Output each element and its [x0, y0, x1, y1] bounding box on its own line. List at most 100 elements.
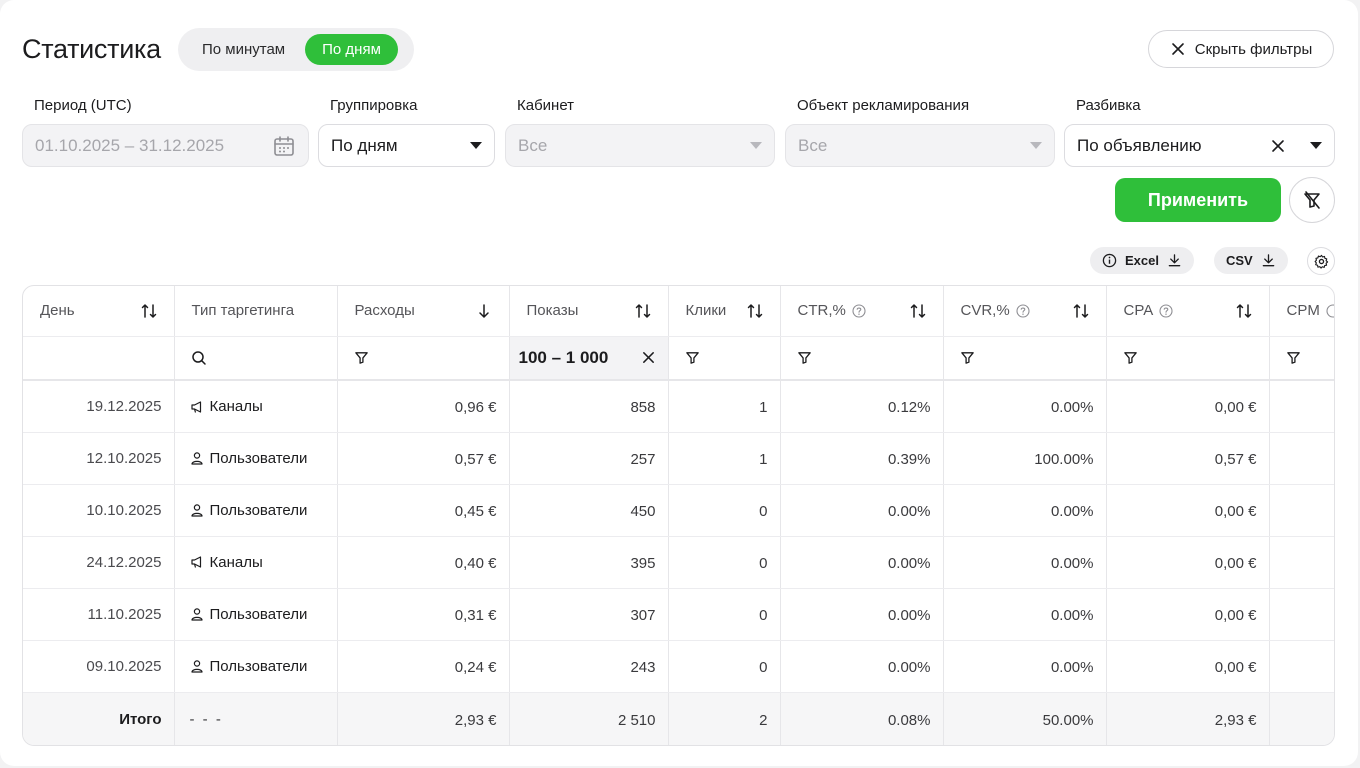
col-label-spend: Расходы	[354, 302, 415, 320]
close-icon	[1171, 43, 1184, 55]
sort-icon[interactable]	[634, 302, 652, 320]
filter-cell-spend[interactable]	[337, 336, 510, 381]
user-icon	[190, 607, 204, 621]
col-header-clicks[interactable]: Клики	[668, 286, 781, 337]
filter-cell-clicks[interactable]	[668, 336, 781, 381]
filter-cell-cpm[interactable]	[1269, 336, 1334, 381]
filter-off-icon	[1304, 191, 1320, 209]
cell-spend: 0,57 €	[337, 432, 510, 485]
cell-impressions: 257	[509, 432, 669, 485]
cell-ctr: 0.39%	[780, 432, 944, 485]
sort-icon[interactable]	[1072, 302, 1090, 320]
cell-day: 12.10.2025	[23, 432, 175, 485]
cell-day: 10.10.2025	[23, 484, 175, 537]
col-header-day[interactable]: День	[23, 286, 175, 337]
filter-icon[interactable]	[685, 350, 700, 365]
export-excel-button[interactable]: Excel	[1090, 247, 1194, 274]
col-header-ctr[interactable]: CTR,%	[780, 286, 944, 337]
col-header-targeting[interactable]: Тип таргетинга	[174, 286, 338, 337]
cell-ctr: 0.12%	[780, 380, 944, 433]
arrow-down-icon[interactable]	[475, 302, 493, 320]
mode-switch: По минутам По дням	[178, 28, 414, 71]
cell-cpa: 0,00 €	[1106, 640, 1270, 693]
total-ctr: 0.08%	[780, 692, 944, 745]
cell-cpm	[1269, 536, 1334, 589]
cabinet-select[interactable]: Все	[505, 124, 775, 167]
breakdown-select[interactable]: По объявлению	[1064, 124, 1335, 167]
stats-table: День Тип таргетинга Расходы Показы Клики…	[22, 285, 1335, 746]
col-header-impressions[interactable]: Показы	[509, 286, 669, 337]
filter-cell-cvr[interactable]	[943, 336, 1107, 381]
col-header-cpm[interactable]: CPM	[1269, 286, 1335, 337]
total-cvr: 50.00%	[943, 692, 1107, 745]
help-icon[interactable]	[1159, 304, 1173, 318]
period-filter: Период (UTC) 01.10.2025 – 31.12.2025	[22, 96, 309, 167]
table-row[interactable]: 12.10.2025 Пользователи 0,57 €257 1 0.39% 100…	[23, 432, 1334, 485]
filter-icon[interactable]	[354, 350, 369, 365]
clear-icon[interactable]	[1270, 138, 1286, 154]
col-header-cvr[interactable]: CVR,%	[943, 286, 1107, 337]
cabinet-value: Все	[518, 135, 548, 155]
filter-icon[interactable]	[1123, 350, 1138, 365]
table-row[interactable]: 24.12.2025 Каналы 0,40 €395 0 0.00% 0.00% 0,00…	[23, 536, 1334, 589]
help-icon[interactable]	[1326, 304, 1335, 318]
ad-object-label: Объект рекламирования	[797, 97, 970, 114]
apply-button[interactable]: Применить	[1115, 178, 1281, 222]
table-settings-button[interactable]	[1307, 247, 1335, 275]
table-row[interactable]: 10.10.2025 Пользователи 0,45 €450 0 0.00% 0.0…	[23, 484, 1334, 537]
table-row[interactable]: 19.12.2025 Каналы 0,96 €858 1 0.12% 0.00% 0,00…	[23, 380, 1334, 433]
filter-icon[interactable]	[797, 350, 812, 365]
period-field[interactable]: 01.10.2025 – 31.12.2025	[22, 124, 309, 167]
reset-filters-button[interactable]	[1289, 177, 1335, 223]
cell-ctr: 0.00%	[780, 536, 944, 589]
grouping-select[interactable]: По дням	[318, 124, 495, 167]
total-cpm	[1269, 692, 1334, 745]
ad-object-value: Все	[798, 135, 828, 155]
search-icon[interactable]	[191, 350, 207, 366]
chevron-down-icon[interactable]	[1310, 142, 1322, 149]
export-csv-button[interactable]: CSV	[1214, 247, 1288, 274]
download-icon	[1168, 254, 1181, 267]
cell-cpa: 0,00 €	[1106, 588, 1270, 641]
filter-icon[interactable]	[960, 350, 975, 365]
gear-icon	[1314, 254, 1328, 269]
total-cpa: 2,93 €	[1106, 692, 1270, 745]
cell-clicks: 0	[668, 536, 781, 589]
hide-filters-button[interactable]: Скрыть фильтры	[1148, 30, 1334, 68]
sort-icon[interactable]	[1235, 302, 1253, 320]
close-icon[interactable]	[641, 350, 656, 365]
filter-cell-targeting[interactable]	[174, 336, 338, 381]
targeting-label: Каналы	[209, 553, 263, 571]
targeting-label: Пользователи	[209, 449, 308, 467]
col-label-ctr: CTR,%	[797, 302, 846, 320]
total-clicks: 2	[668, 692, 781, 745]
cell-cpm	[1269, 380, 1334, 433]
period-value: 01.10.2025 – 31.12.2025	[35, 135, 225, 155]
cell-cvr: 0.00%	[943, 380, 1107, 433]
mode-by-days[interactable]: По дням	[305, 34, 398, 65]
sort-icon[interactable]	[746, 302, 764, 320]
calendar-icon[interactable]	[272, 134, 296, 158]
cell-targeting: Каналы	[174, 536, 338, 589]
total-row: Итого - - -2,93 €2 510 2 0.08% 50.00% 2,93 €	[23, 692, 1334, 745]
filter-icon[interactable]	[1286, 350, 1301, 365]
col-label-targeting: Тип таргетинга	[191, 302, 295, 320]
col-header-cpa[interactable]: CPA	[1106, 286, 1270, 337]
table-row[interactable]: 11.10.2025 Пользователи 0,31 €307 0 0.00% 0.0…	[23, 588, 1334, 641]
col-header-spend[interactable]: Расходы	[337, 286, 510, 337]
mode-by-minutes[interactable]: По минутам	[202, 41, 286, 58]
ad-object-select[interactable]: Все	[785, 124, 1055, 167]
cell-impressions: 450	[509, 484, 669, 537]
sort-icon[interactable]	[909, 302, 927, 320]
table-row[interactable]: 09.10.2025 Пользователи 0,24 €243 0 0.00% 0.0…	[23, 640, 1334, 693]
col-label-impressions: Показы	[526, 302, 579, 320]
filter-cell-cpa[interactable]	[1106, 336, 1270, 381]
cell-cpa: 0,00 €	[1106, 380, 1270, 433]
table-body: 19.12.2025 Каналы 0,96 €858 1 0.12% 0.00% 0,00…	[23, 380, 1334, 745]
help-icon[interactable]	[1016, 304, 1030, 318]
sort-icon[interactable]	[140, 302, 158, 320]
help-icon[interactable]	[852, 304, 866, 318]
filter-cell-impressions[interactable]: 100 – 1 000	[509, 336, 669, 381]
grouping-filter: Группировка По дням	[318, 96, 495, 167]
filter-cell-ctr[interactable]	[780, 336, 944, 381]
